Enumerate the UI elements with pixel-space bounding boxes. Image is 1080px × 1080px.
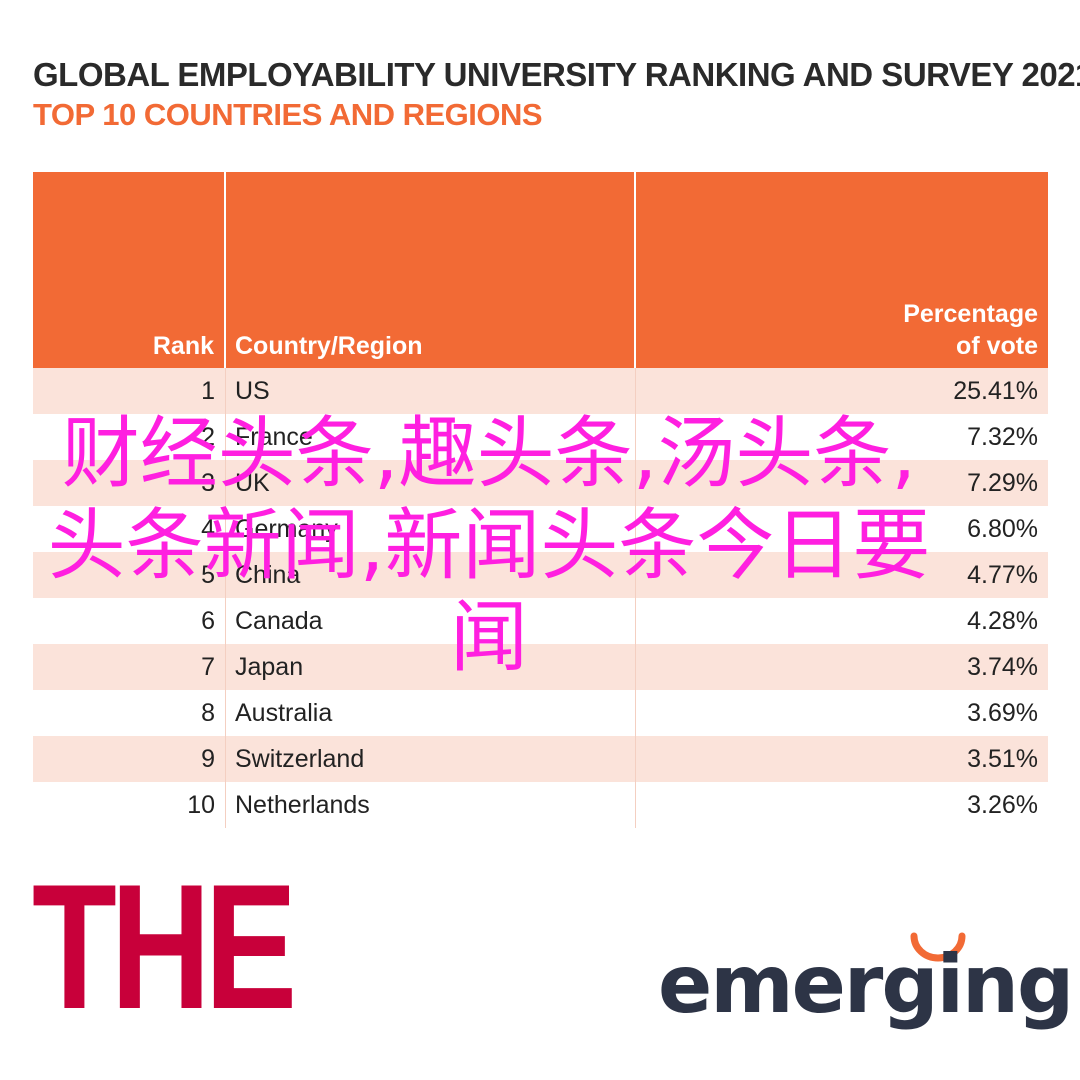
percentage-cell: 4.77%	[967, 560, 1038, 589]
table-row: 4 Germany 6.80%	[33, 506, 1048, 552]
page-title: GLOBAL EMPLOYABILITY UNIVERSITY RANKING …	[33, 56, 1080, 93]
table-row: 7 Japan 3.74%	[33, 644, 1048, 690]
percentage-cell: 4.28%	[967, 606, 1038, 635]
percentage-cell: 3.26%	[967, 790, 1038, 819]
rank-cell: 4	[33, 506, 226, 552]
country-cell: France	[226, 414, 636, 460]
table-row: 5 China 4.77%	[33, 552, 1048, 598]
country-cell: Canada	[226, 598, 636, 644]
table-row: 10 Netherlands 3.26%	[33, 782, 1048, 828]
column-header-percentage: Percentage of vote	[903, 300, 1038, 360]
page-subtitle: TOP 10 COUNTRIES AND REGIONS	[33, 97, 543, 132]
rank-cell: 3	[33, 460, 226, 506]
rank-cell: 8	[33, 690, 226, 736]
rank-cell: 1	[33, 368, 226, 414]
country-cell: Japan	[226, 644, 636, 690]
table-body: 1 US 25.41% 2 France 7.32% 3 UK 7.29% 4 Germany 6.8…	[33, 368, 1048, 828]
table-row: 2 France 7.32%	[33, 414, 1048, 460]
table-row: 1 US 25.41%	[33, 368, 1048, 414]
percentage-cell: 25.41%	[953, 376, 1038, 405]
rank-cell: 7	[33, 644, 226, 690]
country-cell: US	[226, 368, 636, 414]
country-cell: China	[226, 552, 636, 598]
country-cell: Switzerland	[226, 736, 636, 782]
rank-cell: 10	[33, 782, 226, 828]
emerging-arc-icon	[910, 932, 966, 962]
table-header: Rank Country/Region Percentage of vote	[33, 172, 1048, 368]
ranking-table: Rank Country/Region Percentage of vote 1…	[33, 172, 1048, 828]
rank-cell: 9	[33, 736, 226, 782]
rank-cell: 2	[33, 414, 226, 460]
percentage-cell: 6.80%	[967, 514, 1038, 543]
percentage-cell: 7.32%	[967, 422, 1038, 451]
the-logo: THE	[32, 847, 297, 1046]
rank-cell: 6	[33, 598, 226, 644]
country-cell: Germany	[226, 506, 636, 552]
column-header-rank: Rank	[33, 172, 226, 368]
table-row: 6 Canada 4.28%	[33, 598, 1048, 644]
percentage-cell: 3.69%	[967, 698, 1038, 727]
country-cell: UK	[226, 460, 636, 506]
country-cell: Australia	[226, 690, 636, 736]
percentage-cell: 3.51%	[967, 744, 1038, 773]
emerging-logo: emerging	[658, 938, 1074, 1031]
column-header-country: Country/Region	[226, 172, 636, 368]
country-cell: Netherlands	[226, 782, 636, 828]
table-row: 9 Switzerland 3.51%	[33, 736, 1048, 782]
table-row: 8 Australia 3.69%	[33, 690, 1048, 736]
table-row: 3 UK 7.29%	[33, 460, 1048, 506]
rank-cell: 5	[33, 552, 226, 598]
percentage-cell: 7.29%	[967, 468, 1038, 497]
percentage-cell: 3.74%	[967, 652, 1038, 681]
